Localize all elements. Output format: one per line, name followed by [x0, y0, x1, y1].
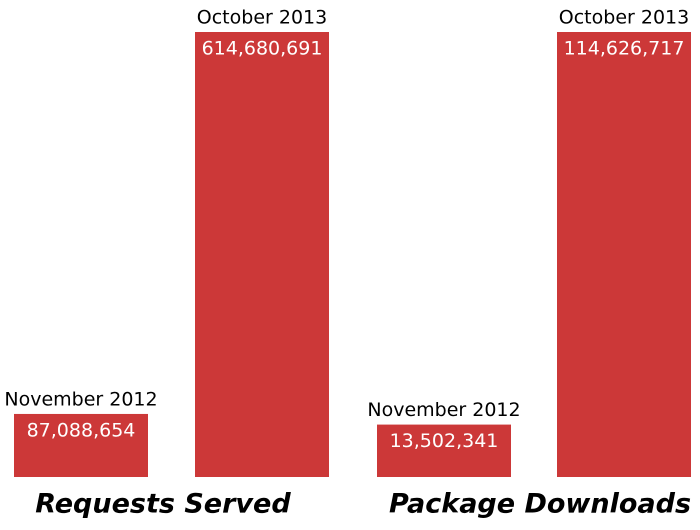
bar [195, 32, 329, 477]
value-label: 614,680,691 [202, 38, 323, 60]
chart-title: Requests Served [35, 489, 291, 520]
value-label: 114,626,717 [564, 38, 685, 60]
value-label: 13,502,341 [390, 430, 499, 452]
category-label: November 2012 [4, 388, 157, 410]
category-label: November 2012 [367, 399, 520, 421]
value-label: 87,088,654 [27, 419, 136, 441]
chart-title: Package Downloads [389, 489, 691, 520]
category-label: October 2013 [197, 7, 327, 29]
bar [557, 32, 691, 477]
category-label: October 2013 [559, 7, 689, 29]
bar [14, 413, 148, 477]
bar [377, 424, 511, 477]
